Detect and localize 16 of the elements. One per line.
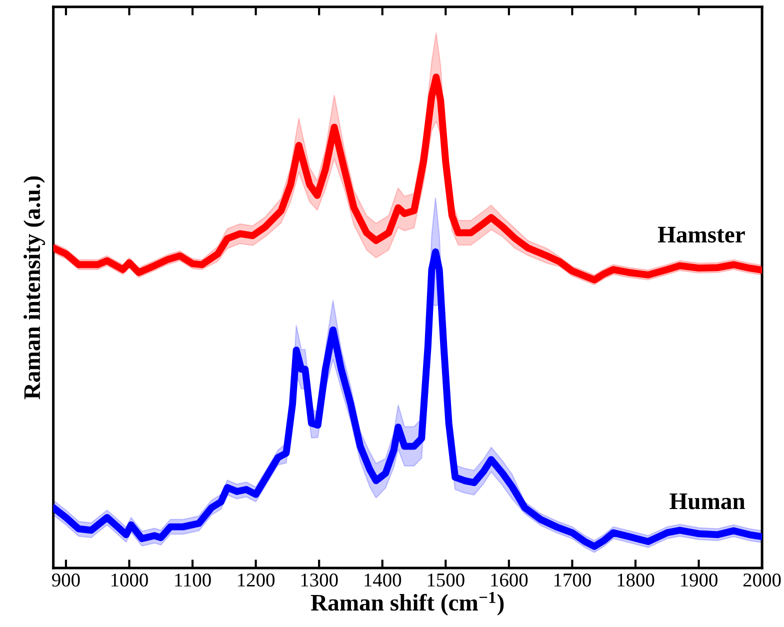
x-tick-label: 1600 [491, 573, 528, 587]
x-tick-label: 1400 [364, 573, 402, 587]
series-label: Hamster [658, 226, 745, 243]
x-tick-label: 1100 [175, 573, 211, 587]
x-tick-label: 1200 [238, 573, 275, 587]
x-tick-label: 1800 [618, 573, 654, 587]
x-tick-label: 1700 [554, 573, 591, 587]
y-axis-title: Raman intensity (a.u.) [24, 176, 45, 400]
series-label: Human [670, 494, 746, 510]
x-tick-label: 1300 [301, 573, 338, 587]
x-tick-label: 2000 [743, 573, 781, 587]
x-axis-title: Raman shift (cm$^{−1}$) [310, 592, 504, 616]
x-tick-label: 1500 [428, 573, 464, 587]
x-tick-label: 900 [52, 573, 80, 587]
x-tick-label: 1900 [681, 573, 718, 587]
x-tick-label: 1000 [112, 573, 148, 587]
